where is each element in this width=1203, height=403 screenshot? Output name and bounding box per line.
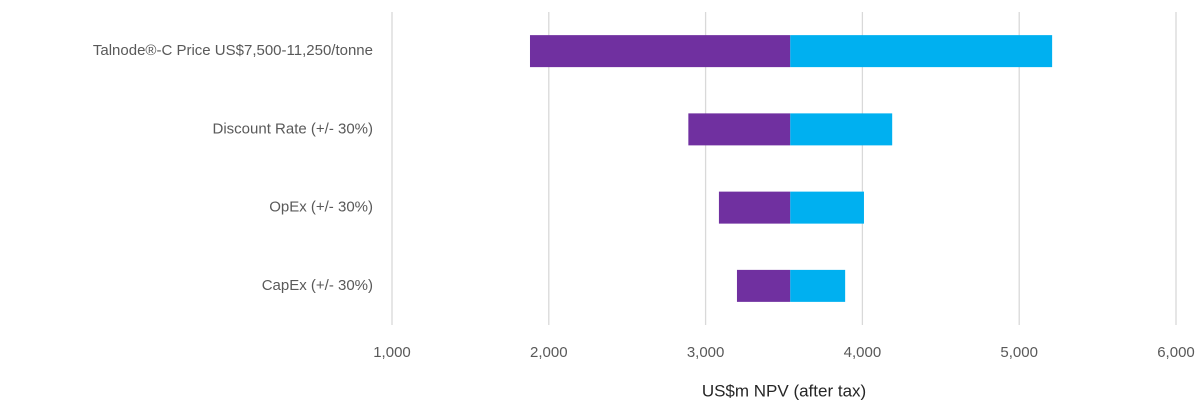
bar-segment <box>529 35 791 68</box>
bar-segment <box>790 191 864 224</box>
x-tick-label: 4,000 <box>844 344 882 361</box>
bar-segment <box>736 269 791 302</box>
category-label: Talnode®-C Price US$7,500-11,250/tonne <box>93 42 373 59</box>
x-tick-label: 6,000 <box>1157 344 1195 361</box>
category-label: CapEx (+/- 30%) <box>262 277 373 294</box>
bar-segment <box>790 113 893 146</box>
x-tick-label: 3,000 <box>687 344 725 361</box>
x-tick-label: 2,000 <box>530 344 568 361</box>
bar-segment <box>790 35 1053 68</box>
x-tick-label: 5,000 <box>1000 344 1038 361</box>
bar-segment <box>688 113 791 146</box>
x-tick-label: 1,000 <box>373 344 411 361</box>
bar-segment <box>718 191 791 224</box>
category-label: OpEx (+/- 30%) <box>269 199 373 216</box>
bar-segment <box>790 269 846 302</box>
category-label: Discount Rate (+/- 30%) <box>213 120 373 137</box>
x-axis-title: US$m NPV (after tax) <box>702 381 866 400</box>
